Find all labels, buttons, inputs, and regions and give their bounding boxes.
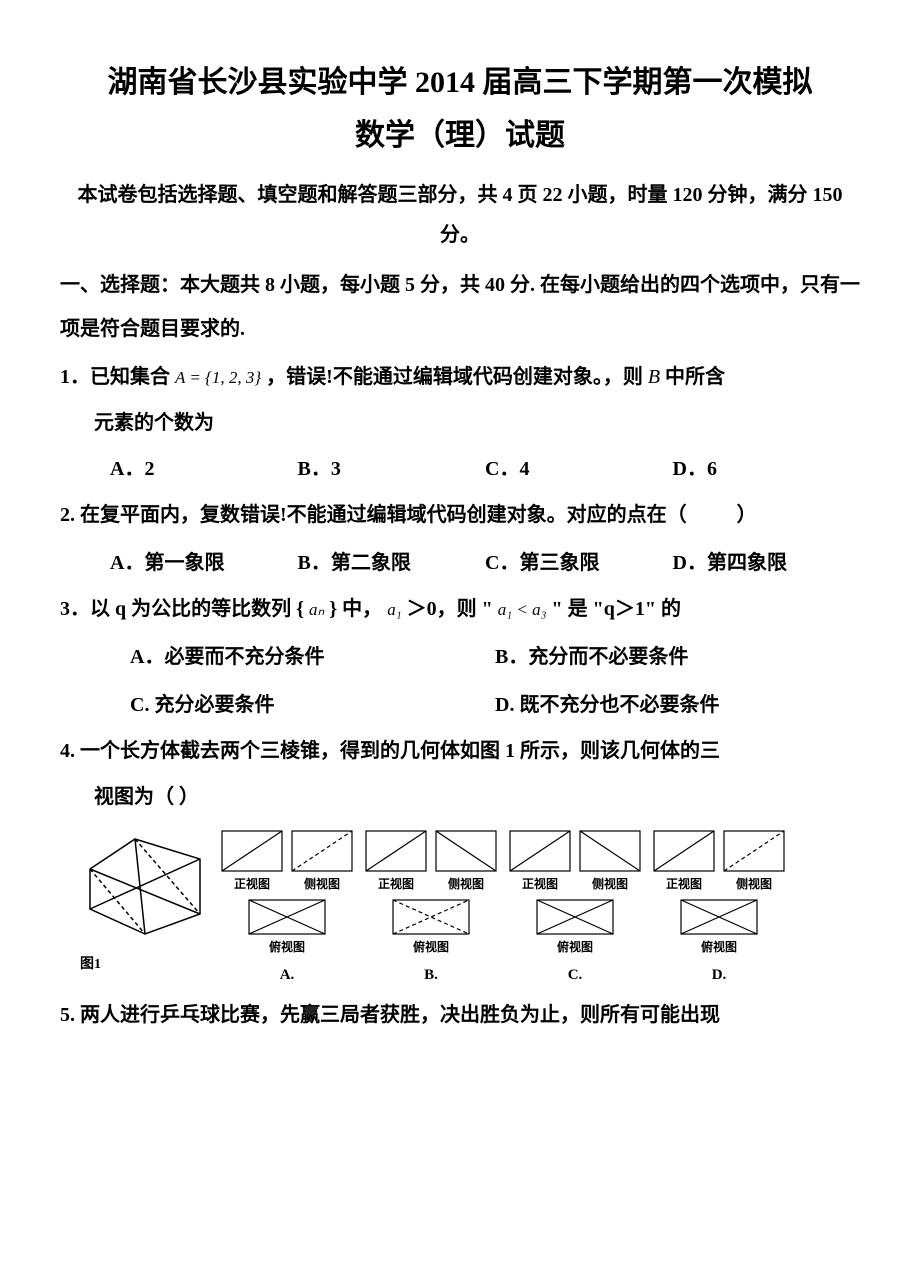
label-top: 俯视图 (413, 937, 449, 959)
label-side: 侧视图 (736, 874, 772, 896)
question-1: 1．已知集合 A = {1, 2, 3} ，错误!不能通过编辑域代码创建对象。，… (60, 355, 860, 399)
q3-num: 3． (60, 598, 90, 620)
q4a-top: 俯视图 (247, 898, 327, 959)
solid-3d-icon (80, 829, 210, 939)
q3-text-c: ＞0，则 " (402, 598, 498, 620)
question-5: 5. 两人进行乒乓球比赛，先赢三局者获胜，决出胜负为止，则所有可能出现 (60, 993, 860, 1037)
q4-option-d: 正视图 侧视图 俯视图 D. (652, 829, 786, 989)
q4-letter-c: C. (568, 962, 583, 989)
q4d-side: 侧视图 (722, 829, 786, 896)
q4b-front: 正视图 (364, 829, 428, 896)
top-view-icon (535, 898, 615, 936)
q4b-top: 俯视图 (391, 898, 471, 959)
q1-text-a: 已知集合 (90, 366, 175, 388)
top-view-icon (679, 898, 759, 936)
q1-opt-b: B．3 (298, 445, 486, 493)
q4-option-b: 正视图 侧视图 俯视图 B. (364, 829, 498, 989)
question-4-line1: 4. 一个长方体截去两个三棱锥，得到的几何体如图 1 所示，则该几何体的三 (60, 729, 860, 773)
q3-a1: a₁ (387, 600, 401, 619)
q4a-front: 正视图 (220, 829, 284, 896)
side-view-icon (290, 829, 354, 873)
question-2: 2. 在复平面内，复数错误!不能通过编辑域代码创建对象。对应的点在（ ） (60, 493, 860, 537)
q2-opt-a: A．第一象限 (110, 539, 298, 587)
q4c-top: 俯视图 (535, 898, 615, 959)
side-view-icon (434, 829, 498, 873)
q1-set-expr: A = {1, 2, 3} (175, 368, 261, 387)
q3-opt-d: D. 既不充分也不必要条件 (495, 681, 860, 729)
front-view-icon (364, 829, 428, 873)
q4-letter-a: A. (280, 962, 295, 989)
q3-text-b: } 中， (324, 598, 387, 620)
q2-end: ） (737, 504, 757, 526)
q3-an: aₙ (309, 600, 324, 619)
label-top: 俯视图 (269, 937, 305, 959)
q4c-side: 侧视图 (578, 829, 642, 896)
q2-opt-c: C．第三象限 (485, 539, 673, 587)
section-1-header: 一、选择题：本大题共 8 小题，每小题 5 分，共 40 分. 在每小题给出的四… (60, 263, 860, 351)
q1-text-b: ，错误!不能通过编辑域代码创建对象。，则 (261, 366, 648, 388)
q4-option-c: 正视图 侧视图 俯视图 C. (508, 829, 642, 989)
question-4-line2: 视图为（ ） (60, 775, 860, 819)
q1-opt-c: C．4 (485, 445, 673, 493)
exam-title-line1: 湖南省长沙县实验中学 2014 届高三下学期第一次模拟 (60, 60, 860, 105)
q1-options: A．2 B．3 C．4 D．6 (60, 445, 860, 493)
q2-opt-d: D．第四象限 (673, 539, 861, 587)
q3-opt-a: A．必要而不充分条件 (130, 633, 495, 681)
q3-opt-c: C. 充分必要条件 (130, 681, 495, 729)
q1-var-b: B (648, 366, 660, 388)
top-view-icon (247, 898, 327, 936)
side-view-icon (578, 829, 642, 873)
q4c-front: 正视图 (508, 829, 572, 896)
label-side: 侧视图 (448, 874, 484, 896)
q1-opt-d: D．6 (673, 445, 861, 493)
q3-opt-b: B．充分而不必要条件 (495, 633, 860, 681)
q3-options-row2: C. 充分必要条件 D. 既不充分也不必要条件 (60, 681, 860, 729)
label-front: 正视图 (378, 874, 414, 896)
q4d-front: 正视图 (652, 829, 716, 896)
label-top: 俯视图 (557, 937, 593, 959)
q3-ineq: a₁ < a₃ (498, 600, 547, 619)
q2-options: A．第一象限 B．第二象限 C．第三象限 D．第四象限 (60, 539, 860, 587)
exam-intro: 本试卷包括选择题、填空题和解答题三部分，共 4 页 22 小题，时量 120 分… (60, 175, 860, 255)
exam-title-line2: 数学（理）试题 (60, 109, 860, 163)
q1-text-c: 中所含 (660, 366, 725, 388)
q4d-top: 俯视图 (679, 898, 759, 959)
front-view-icon (652, 829, 716, 873)
q1-opt-a: A．2 (110, 445, 298, 493)
q2-opt-b: B．第二象限 (298, 539, 486, 587)
q1-num: 1． (60, 366, 90, 388)
front-view-icon (220, 829, 284, 873)
q4a-side: 侧视图 (290, 829, 354, 896)
q4-letter-d: D. (712, 962, 727, 989)
q4-letter-b: B. (424, 962, 438, 989)
side-view-icon (722, 829, 786, 873)
label-front: 正视图 (522, 874, 558, 896)
front-view-icon (508, 829, 572, 873)
label-top: 俯视图 (701, 937, 737, 959)
q4-fig-caption: 图1 (80, 952, 210, 977)
label-side: 侧视图 (304, 874, 340, 896)
q2-line: 2. 在复平面内，复数错误!不能通过编辑域代码创建对象。对应的点在（ (60, 504, 687, 526)
label-front: 正视图 (666, 874, 702, 896)
label-side: 侧视图 (592, 874, 628, 896)
q1-body-indent: 元素的个数为 (60, 401, 860, 445)
q3-text-d: " 是 "q＞1" 的 (547, 598, 681, 620)
question-3: 3．以 q 为公比的等比数列 { aₙ } 中， a₁ ＞0，则 " a₁ < … (60, 587, 860, 631)
label-front: 正视图 (234, 874, 270, 896)
q4-option-a: 正视图 侧视图 俯视图 A. (220, 829, 354, 989)
q4-figure-row: 图1 正视图 侧视图 俯视图 A. 正视图 (60, 819, 860, 993)
q4b-side: 侧视图 (434, 829, 498, 896)
top-view-icon (391, 898, 471, 936)
q3-text-a: 以 q 为公比的等比数列 { (90, 598, 309, 620)
q4-solid-figure: 图1 (80, 829, 210, 977)
q3-options-row1: A．必要而不充分条件 B．充分而不必要条件 (60, 633, 860, 681)
